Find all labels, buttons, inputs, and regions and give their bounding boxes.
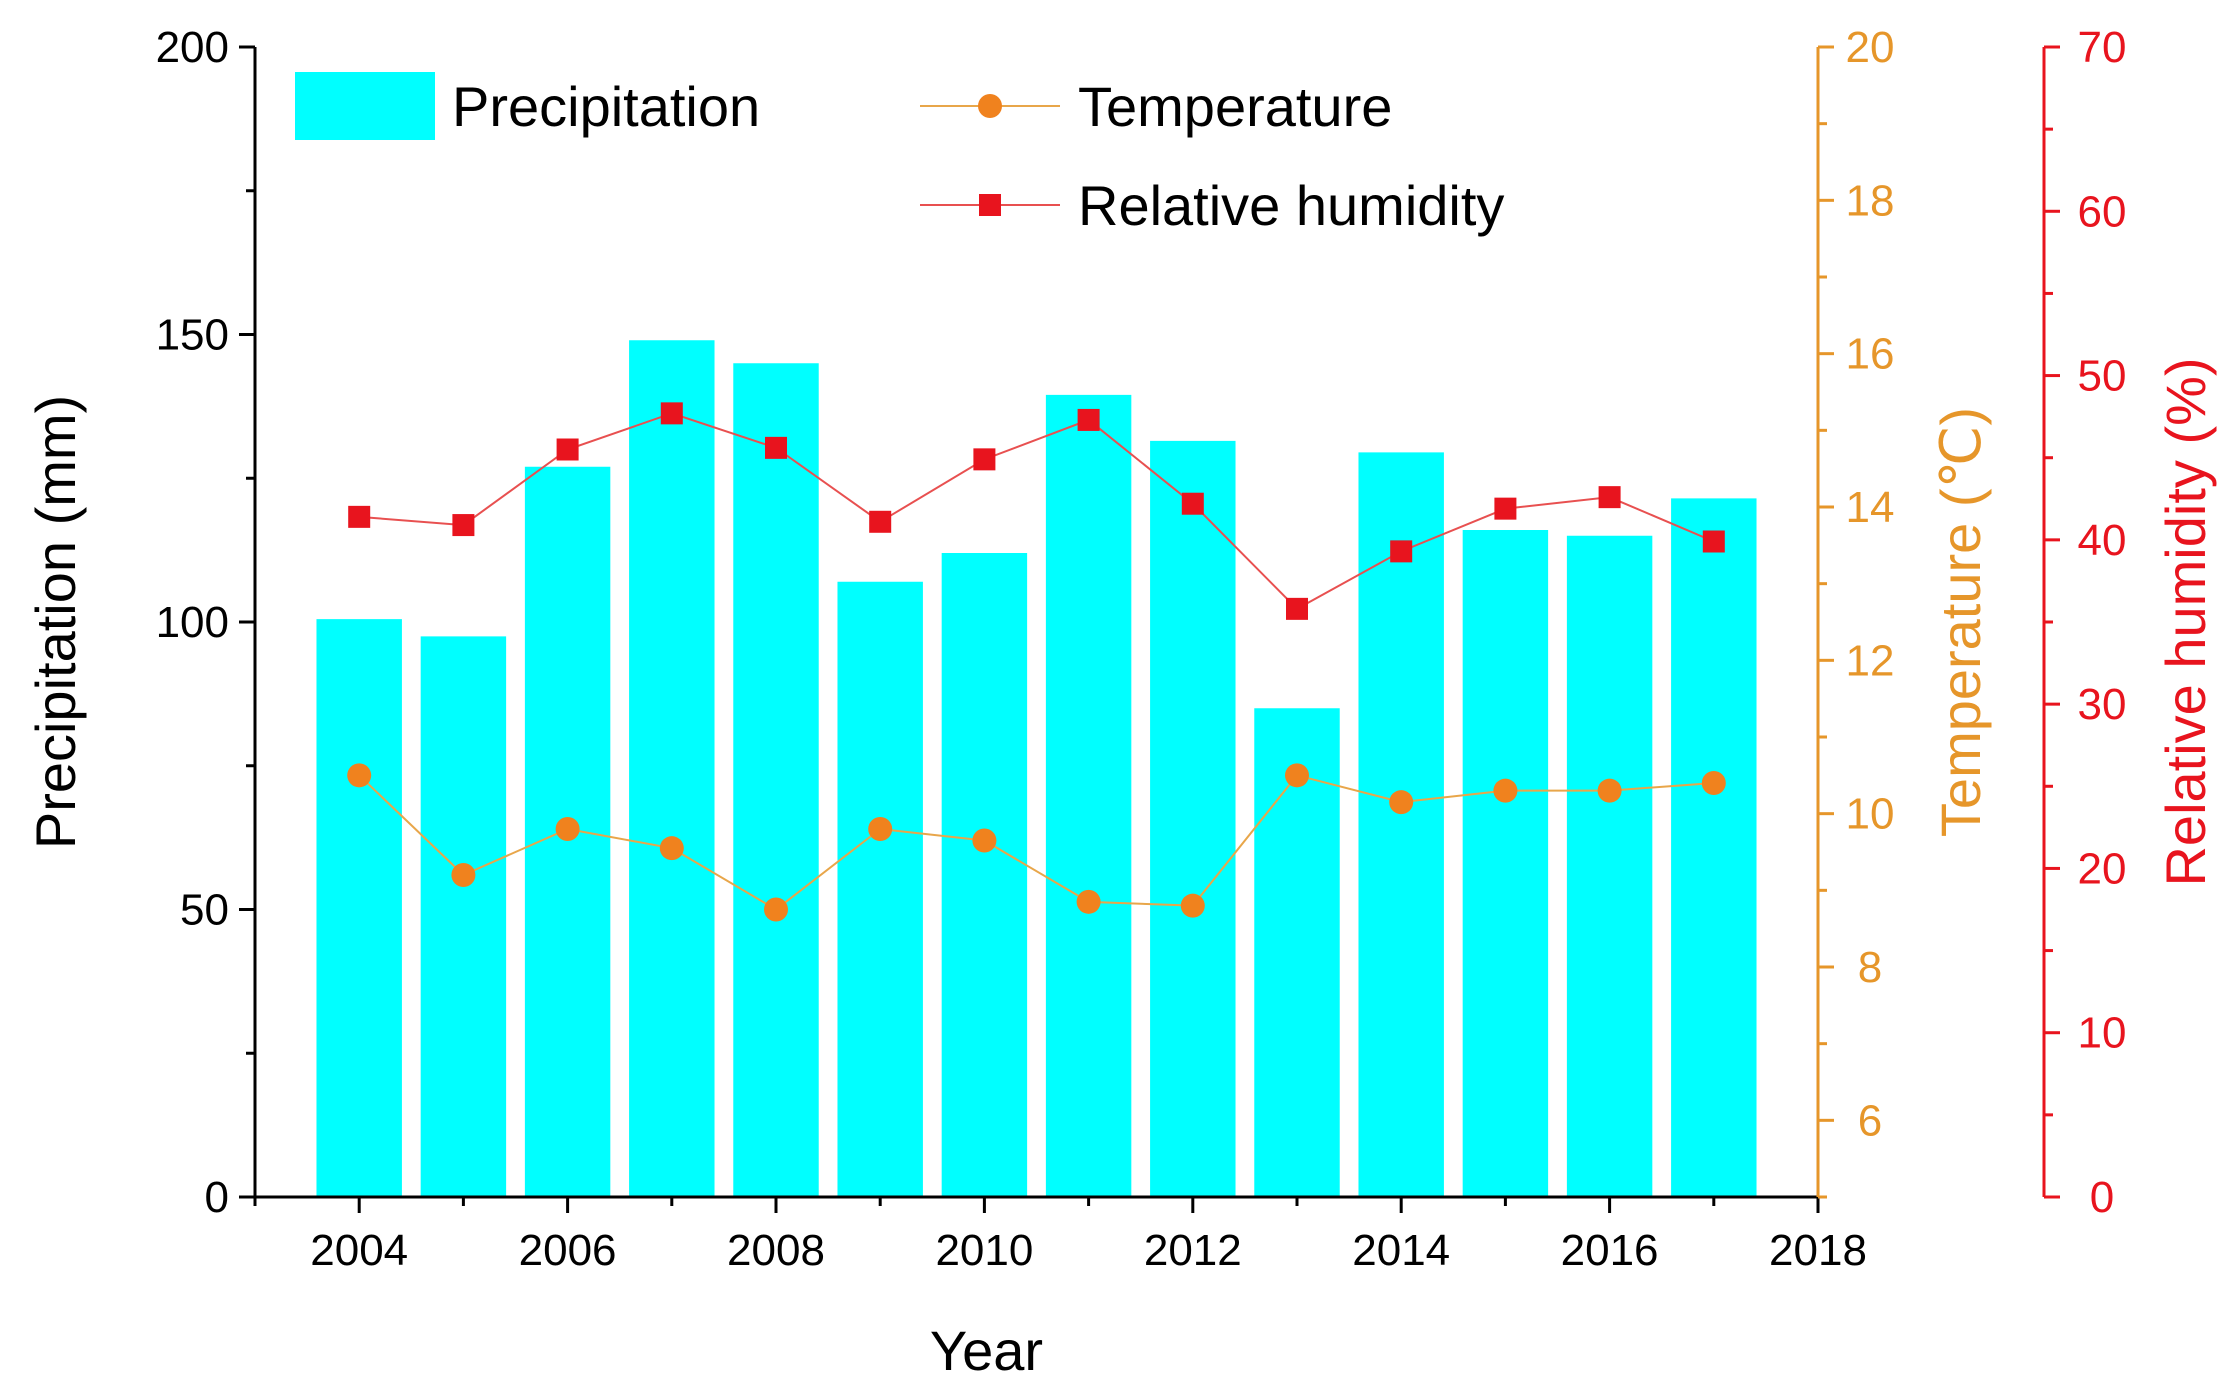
temperature-tick-label: 20 bbox=[1846, 23, 1895, 72]
precipitation-bar bbox=[1045, 394, 1132, 1197]
temperature-tick-label: 10 bbox=[1846, 790, 1895, 839]
temperature-tick-label: 8 bbox=[1858, 943, 1882, 992]
precipitation-bar bbox=[316, 619, 402, 1197]
humidity-point bbox=[869, 510, 892, 533]
temperature-point bbox=[1597, 778, 1622, 803]
humidity-point bbox=[1286, 597, 1308, 620]
humidity-tick-label: 0 bbox=[2090, 1173, 2114, 1222]
temperature-series bbox=[347, 763, 1726, 922]
x-tick-label: 2016 bbox=[1561, 1226, 1659, 1275]
humidity-point bbox=[1077, 408, 1100, 431]
left-tick-label: 150 bbox=[156, 311, 229, 360]
precipitation-bar bbox=[1566, 535, 1653, 1197]
precipitation-bar bbox=[1358, 452, 1444, 1197]
legend-temperature-marker bbox=[978, 94, 1002, 118]
temperature-point bbox=[1389, 790, 1414, 815]
x-tick-label: 2018 bbox=[1769, 1226, 1867, 1275]
temperature-tick-label: 16 bbox=[1846, 330, 1895, 379]
x-tick-label: 2014 bbox=[1352, 1226, 1450, 1275]
temperature-axis-title: Temperature (℃) bbox=[1929, 407, 1992, 837]
legend-temperature-label: Temperature bbox=[1078, 75, 1392, 138]
humidity-tick-label: 40 bbox=[2078, 516, 2127, 565]
x-tick-label: 2010 bbox=[935, 1226, 1033, 1275]
temperature-point bbox=[555, 817, 580, 841]
temperature-point bbox=[868, 817, 893, 841]
temperature-tick-label: 6 bbox=[1858, 1096, 1882, 1145]
humidity-tick-label: 10 bbox=[2078, 1009, 2127, 1058]
left-axis-title: Precipitation (mm) bbox=[24, 395, 87, 849]
humidity-point bbox=[1390, 540, 1413, 563]
precipitation-bar bbox=[1150, 440, 1236, 1197]
temperature-tick-label: 18 bbox=[1846, 176, 1895, 225]
precipitation-bar bbox=[733, 363, 819, 1197]
precipitation-bar bbox=[941, 553, 1028, 1197]
temperature-point bbox=[1701, 771, 1726, 795]
x-tick-label: 2006 bbox=[519, 1226, 617, 1275]
humidity-tick-label: 20 bbox=[2078, 844, 2127, 893]
humidity-point bbox=[452, 514, 475, 537]
temperature-point bbox=[972, 828, 997, 853]
left-tick-label: 200 bbox=[156, 23, 229, 72]
humidity-line bbox=[359, 412, 1715, 611]
temperature-point bbox=[764, 897, 788, 922]
precipitation-bar bbox=[1671, 498, 1757, 1197]
humidity-point bbox=[973, 448, 996, 471]
precipitation-bar bbox=[837, 581, 923, 1197]
precipitation-bar bbox=[420, 636, 507, 1197]
x-axis-title: Year bbox=[930, 1319, 1043, 1382]
humidity-point bbox=[765, 436, 787, 459]
left-tick-label: 0 bbox=[205, 1173, 229, 1222]
precipitation-bar bbox=[1462, 530, 1549, 1197]
x-tick-label: 2008 bbox=[727, 1226, 825, 1275]
precipitation-bar bbox=[1254, 708, 1340, 1197]
temperature-point bbox=[1493, 778, 1518, 803]
humidity-series bbox=[348, 402, 1725, 620]
humidity-point bbox=[1598, 486, 1621, 509]
temperature-point bbox=[347, 763, 372, 788]
temperature-point bbox=[451, 863, 476, 887]
temperature-tick-label: 12 bbox=[1846, 636, 1895, 685]
legend: Precipitation Temperature Relative humidit… bbox=[295, 72, 1504, 237]
temperature-point bbox=[1180, 893, 1205, 918]
temperature-line bbox=[358, 774, 1714, 911]
humidity-tick-label: 70 bbox=[2078, 23, 2127, 72]
humidity-tick-label: 60 bbox=[2078, 187, 2127, 236]
temperature-point bbox=[1285, 763, 1309, 788]
humidity-tick-label: 50 bbox=[2078, 352, 2127, 401]
x-tick-label: 2012 bbox=[1144, 1226, 1242, 1275]
humidity-point bbox=[1702, 530, 1725, 553]
humidity-point bbox=[348, 505, 371, 528]
humidity-point bbox=[1181, 492, 1204, 515]
precipitation-bars bbox=[316, 340, 1757, 1197]
legend-humidity-label: Relative humidity bbox=[1078, 174, 1504, 237]
temperature-tick-label: 14 bbox=[1846, 483, 1895, 532]
temperature-point bbox=[1076, 889, 1101, 914]
legend-precipitation-swatch bbox=[295, 72, 435, 140]
left-tick-label: 50 bbox=[180, 886, 229, 935]
legend-humidity-marker bbox=[979, 194, 1001, 216]
humidity-tick-label: 30 bbox=[2078, 680, 2127, 729]
legend-precipitation-label: Precipitation bbox=[452, 75, 760, 138]
x-tick-label: 2004 bbox=[310, 1226, 408, 1275]
precipitation-bar bbox=[629, 340, 715, 1197]
humidity-point bbox=[660, 402, 683, 425]
left-tick-label: 100 bbox=[156, 598, 229, 647]
humidity-axis-title: Relative humidity (%) bbox=[2154, 357, 2217, 886]
temperature-point bbox=[659, 836, 684, 861]
humidity-point bbox=[1494, 497, 1517, 520]
humidity-point bbox=[556, 438, 579, 461]
